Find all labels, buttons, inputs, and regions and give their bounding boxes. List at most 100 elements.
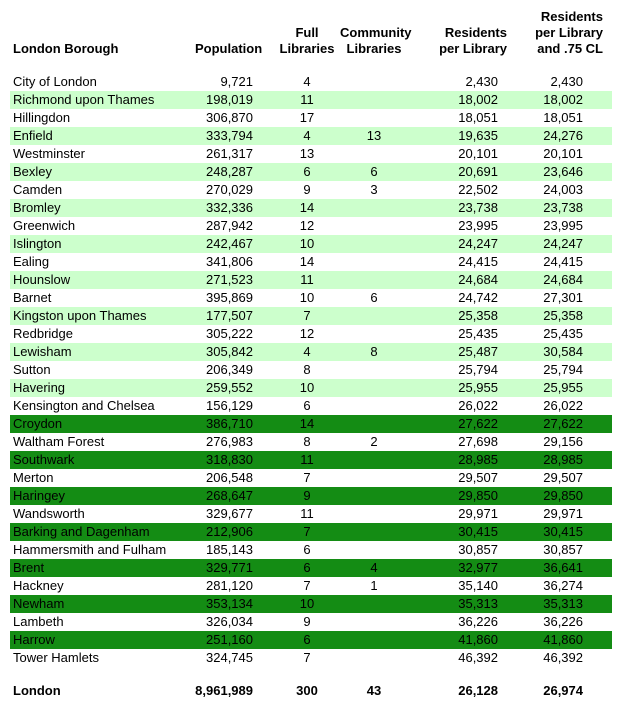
cell-community-libraries: 13: [366, 128, 382, 143]
col-header-community-libraries: Community Libraries: [340, 25, 412, 56]
header-row: London Borough Population Full Libraries…: [10, 0, 612, 60]
cell-population: 341,806: [206, 254, 253, 269]
table-row: Havering 259,552 10 25,955 25,955: [10, 379, 612, 397]
cell-full-libraries: 11: [300, 92, 314, 107]
table-row: Bromley 332,336 14 23,738 23,738: [10, 199, 612, 217]
table-row: Hounslow 271,523 11 24,684 24,684: [10, 271, 612, 289]
cell-residents-per-library: 23,995: [458, 218, 498, 233]
cell-full-libraries: 17: [299, 110, 315, 125]
table-row: Bexley 248,287 6 6 20,691 23,646: [10, 163, 612, 181]
table-row: Hammersmith and Fulham 185,143 6 30,857 30,8…: [10, 541, 612, 559]
cell-full-libraries: 10: [299, 596, 315, 611]
cell-full-libraries: 9: [303, 614, 311, 629]
cell-borough: Haringey: [13, 488, 66, 503]
cell-population: 329,677: [206, 506, 253, 521]
cell-borough: Hackney: [13, 578, 64, 593]
cell-borough: City of London: [13, 74, 97, 89]
cell-population: 333,794: [206, 128, 253, 143]
table-row: Barnet 395,869 10 6 24,742 27,301: [10, 289, 612, 307]
cell-population: 386,710: [206, 416, 253, 431]
cell-borough: Newham: [13, 596, 65, 611]
table-body: City of London 9,721 4 2,430 2,430 Richmond u…: [10, 60, 612, 667]
cell-residents-per-library: 19,635: [458, 128, 498, 143]
cell-community-libraries: [340, 91, 408, 109]
cell-residents-per-library: 30,415: [458, 524, 498, 539]
cell-residents-per-library-75cl: 18,002: [543, 92, 583, 107]
cell-residents-per-library-75cl: 24,684: [543, 272, 583, 287]
cell-borough: Waltham Forest: [13, 434, 105, 449]
cell-residents-per-library: 25,794: [458, 362, 498, 377]
cell-full-libraries: 9: [303, 182, 311, 197]
cell-population: 177,507: [206, 308, 253, 323]
cell-borough: Brent: [13, 560, 45, 575]
cell-residents-per-library: 2,430: [465, 74, 498, 89]
cell-residents-per-library-75cl: 27,622: [543, 416, 583, 431]
cell-borough: Kingston upon Thames: [13, 308, 147, 323]
table-row: Westminster 261,317 13 20,101 20,101: [10, 145, 612, 163]
table-row: Waltham Forest 276,983 8 2 27,698 29,156: [10, 433, 612, 451]
table-row: Harrow 251,160 6 41,860 41,860: [10, 631, 612, 649]
cell-population: 156,129: [206, 398, 253, 413]
cell-residents-per-library: 28,985: [458, 452, 498, 467]
cell-full-libraries: 10: [299, 380, 315, 395]
total-population: 8,961,989: [195, 683, 253, 698]
cell-residents-per-library-75cl: 27,301: [543, 290, 583, 305]
cell-residents-per-library: 24,415: [458, 254, 498, 269]
cell-residents-per-library-75cl: 24,415: [543, 254, 583, 269]
cell-residents-per-library-75cl: 29,156: [543, 434, 583, 449]
cell-full-libraries: 4: [303, 344, 311, 359]
cell-borough: Merton: [13, 470, 54, 485]
cell-population: 268,647: [206, 488, 253, 503]
cell-community-libraries: [340, 325, 408, 343]
cell-residents-per-library-75cl: 18,051: [543, 110, 583, 125]
cell-residents-per-library: 29,850: [458, 488, 498, 503]
cell-residents-per-library: 25,435: [458, 326, 498, 341]
cell-residents-per-library: 25,955: [458, 380, 498, 395]
cell-borough: Hillingdon: [13, 110, 71, 125]
cell-community-libraries: 8: [370, 344, 378, 359]
cell-community-libraries: [340, 271, 408, 289]
cell-borough: Hounslow: [13, 272, 71, 287]
cell-full-libraries: 12: [299, 218, 315, 233]
cell-population: 206,349: [206, 362, 253, 377]
total-community-libraries: 43: [366, 683, 382, 698]
cell-community-libraries: 6: [370, 164, 378, 179]
cell-population: 259,552: [206, 380, 253, 395]
cell-residents-per-library-75cl: 23,646: [543, 164, 583, 179]
cell-borough: Greenwich: [13, 218, 76, 233]
cell-residents-per-library-75cl: 28,985: [543, 452, 583, 467]
cell-population: 251,160: [206, 632, 253, 647]
cell-residents-per-library: 29,507: [458, 470, 498, 485]
cell-population: 185,143: [206, 542, 253, 557]
total-residents-per-library: 26,128: [458, 683, 498, 698]
cell-residents-per-library: 20,691: [458, 164, 498, 179]
cell-residents-per-library-75cl: 25,955: [543, 380, 583, 395]
header-gap: [10, 60, 612, 73]
table-row: Lewisham 305,842 4 8 25,487 30,584: [10, 343, 612, 361]
cell-residents-per-library: 27,698: [458, 434, 498, 449]
table-row: Sutton 206,349 8 25,794 25,794: [10, 361, 612, 379]
cell-residents-per-library-75cl: 23,738: [543, 200, 583, 215]
cell-residents-per-library-75cl: 36,274: [543, 578, 583, 593]
cell-full-libraries: 7: [303, 470, 311, 485]
cell-residents-per-library: 24,684: [458, 272, 498, 287]
col-header-residents-per-library-75cl: Residents per Library and .75 CL: [535, 9, 603, 56]
cell-borough: Bromley: [13, 200, 61, 215]
cell-residents-per-library: 18,002: [458, 92, 498, 107]
table-row: Brent 329,771 6 4 32,977 36,641: [10, 559, 612, 577]
table-row: Southwark 318,830 11 28,985 28,985: [10, 451, 612, 469]
cell-borough: Lambeth: [13, 614, 64, 629]
cell-residents-per-library: 25,358: [458, 308, 498, 323]
cell-community-libraries: [340, 199, 408, 217]
cell-full-libraries: 11: [300, 452, 314, 467]
cell-community-libraries: [340, 253, 408, 271]
cell-residents-per-library: 35,140: [458, 578, 498, 593]
footer-gap: [10, 667, 612, 682]
cell-community-libraries: [340, 613, 408, 631]
cell-residents-per-library-75cl: 2,430: [550, 74, 583, 89]
cell-full-libraries: 6: [303, 398, 311, 413]
cell-residents-per-library-75cl: 30,584: [543, 344, 583, 359]
cell-population: 198,019: [206, 92, 253, 107]
cell-full-libraries: 14: [299, 416, 315, 431]
cell-community-libraries: [340, 505, 408, 523]
